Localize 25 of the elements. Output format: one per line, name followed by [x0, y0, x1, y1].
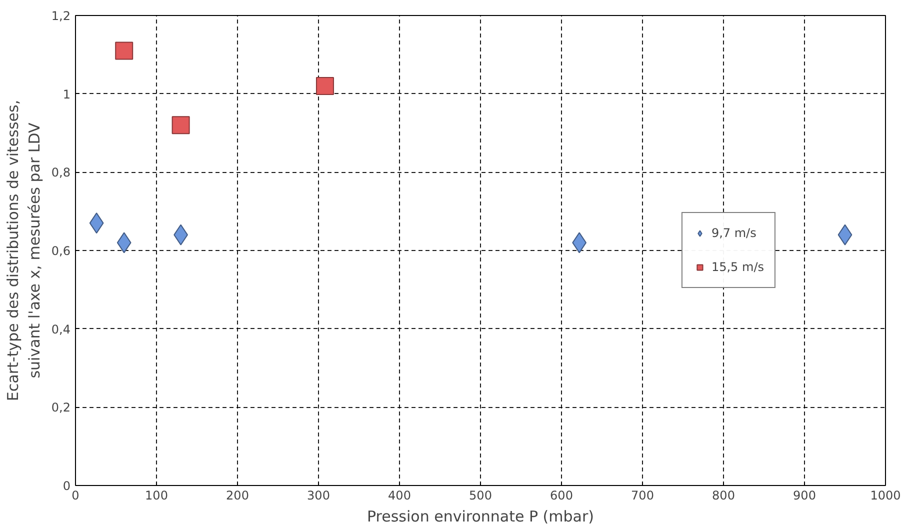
y-tick-label: 0,6 [51, 244, 71, 258]
x-tick-label: 300 [307, 488, 330, 502]
x-tick-label: 200 [226, 488, 249, 502]
x-tick-label: 1000 [870, 488, 901, 502]
y-tick-label: 1,2 [51, 9, 71, 23]
x-tick-label: 800 [712, 488, 735, 502]
y-tick-label: 0,2 [51, 400, 71, 415]
x-tick-label: 100 [145, 488, 168, 502]
x-tick-label: 600 [550, 488, 573, 502]
x-tick-label: 400 [388, 488, 411, 502]
y-tick-label: 0,4 [51, 322, 71, 336]
x-tick-label: 500 [469, 488, 492, 502]
x-tick-label: 700 [631, 488, 654, 502]
point [316, 77, 334, 95]
point [172, 116, 190, 134]
x-tick-label: 900 [793, 488, 816, 502]
x-axis-title: Pression environnate P (mbar) [367, 508, 594, 526]
y-tick-label: 0 [62, 479, 71, 493]
legend-label: 9,7 m/s [711, 226, 756, 240]
y-axis-title: Ecart-type des distributions de vitesses, suivant l'axe x, mesurées par LDV [4, 100, 44, 402]
x-tick-label: 0 [72, 488, 80, 502]
point [115, 42, 134, 60]
legend-label: 15,5 m/s [711, 260, 764, 274]
y-tick-label: 0,8 [51, 166, 71, 180]
y-tick-label: 1 [62, 87, 71, 102]
